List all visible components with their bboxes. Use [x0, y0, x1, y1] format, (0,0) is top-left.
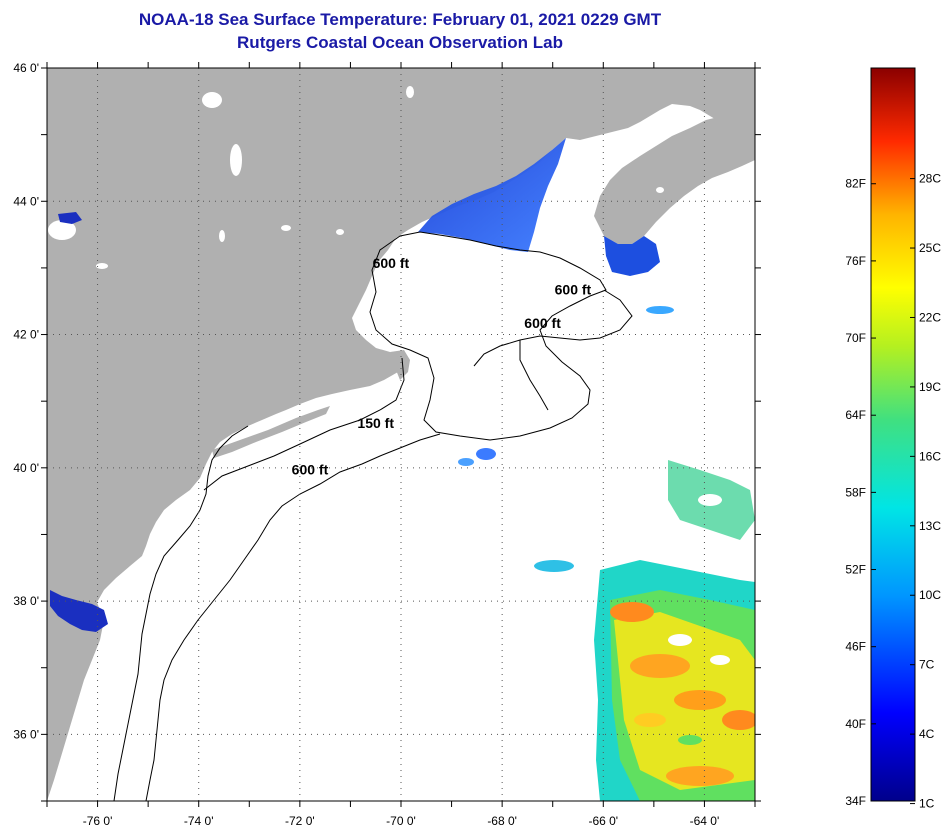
- colorbar-f-label: 64F: [845, 408, 866, 422]
- colorbar-c-label: 4C: [919, 727, 935, 741]
- colorbar: [870, 67, 916, 802]
- contour-label: 150 ft: [357, 415, 394, 431]
- colorbar-labels: 82F 76F 70F 64F 58F 52F 46F 40F 34F 28C 25C 22C 19C 1…: [845, 172, 941, 811]
- colorbar-c-label: 22C: [919, 310, 941, 324]
- lon-tick-label: -74 0': [184, 814, 214, 828]
- colorbar-c-label: 19C: [919, 380, 941, 394]
- colorbar-c-label: 7C: [919, 658, 935, 672]
- lon-tick-label: -72 0': [285, 814, 315, 828]
- contour-label: 600 ft: [292, 461, 329, 477]
- colorbar-f-label: 34F: [845, 794, 866, 808]
- lat-tick-label: 46 0': [13, 61, 39, 75]
- lat-tick-label: 38 0': [13, 594, 39, 608]
- lat-tick-label: 42 0': [13, 328, 39, 342]
- contour-label: 600 ft: [555, 282, 592, 298]
- land-mainland: [47, 68, 755, 801]
- lon-tick-label: -66 0': [588, 814, 618, 828]
- colorbar-ticks: [871, 178, 915, 805]
- sst-patches-mid: [458, 306, 674, 572]
- lon-tick-label: -68 0': [487, 814, 517, 828]
- lat-tick-label: 36 0': [13, 727, 39, 741]
- sst-gulf-stream: [594, 460, 755, 801]
- lon-tick-label: -76 0': [83, 814, 113, 828]
- contour-label: 600 ft: [524, 315, 561, 331]
- land-nova-scotia: [594, 110, 755, 244]
- axis-ticks: [41, 62, 761, 807]
- lat-tick-label: 44 0': [13, 194, 39, 208]
- sst-chesapeake: [50, 590, 108, 632]
- colorbar-c-label: 10C: [919, 588, 941, 602]
- sst-nova-scotia-coast: [604, 236, 660, 276]
- land-cape-cod: [390, 350, 410, 380]
- contour-labels: 600 ft 600 ft 600 ft 150 ft 600 ft: [292, 255, 592, 478]
- lon-tick-label: -64 0': [690, 814, 720, 828]
- colorbar-c-label: 16C: [919, 449, 941, 463]
- colorbar-c-label: 28C: [919, 172, 941, 186]
- inland-lakes: [48, 86, 664, 269]
- sst-lake-small: [58, 212, 82, 224]
- lon-tick-label: -70 0': [386, 814, 416, 828]
- colorbar-f-label: 70F: [845, 331, 866, 345]
- colorbar-c-label: 1C: [919, 797, 935, 811]
- colorbar-f-label: 52F: [845, 563, 866, 577]
- land-delmarva: [47, 520, 104, 801]
- colorbar-f-label: 82F: [845, 177, 866, 191]
- lat-tick-label: 40 0': [13, 461, 39, 475]
- contour-label: 600 ft: [373, 255, 410, 271]
- map-subtitle: Rutgers Coastal Ocean Observation Lab: [237, 33, 563, 52]
- colorbar-f-label: 40F: [845, 717, 866, 731]
- map-title: NOAA-18 Sea Surface Temperature: Februar…: [138, 10, 662, 29]
- colorbar-c-label: 13C: [919, 519, 941, 533]
- colorbar-f-label: 46F: [845, 640, 866, 654]
- axis-labels: -76 0' -74 0' -72 0' -70 0' -68 0' -66 0' -64 …: [13, 61, 719, 828]
- colorbar-f-label: 76F: [845, 254, 866, 268]
- colorbar-c-label: 25C: [919, 241, 941, 255]
- map-grid: [47, 68, 755, 801]
- sst-gulf-of-maine: [418, 138, 566, 252]
- colorbar-f-label: 58F: [845, 485, 866, 499]
- land-long-island: [212, 406, 330, 458]
